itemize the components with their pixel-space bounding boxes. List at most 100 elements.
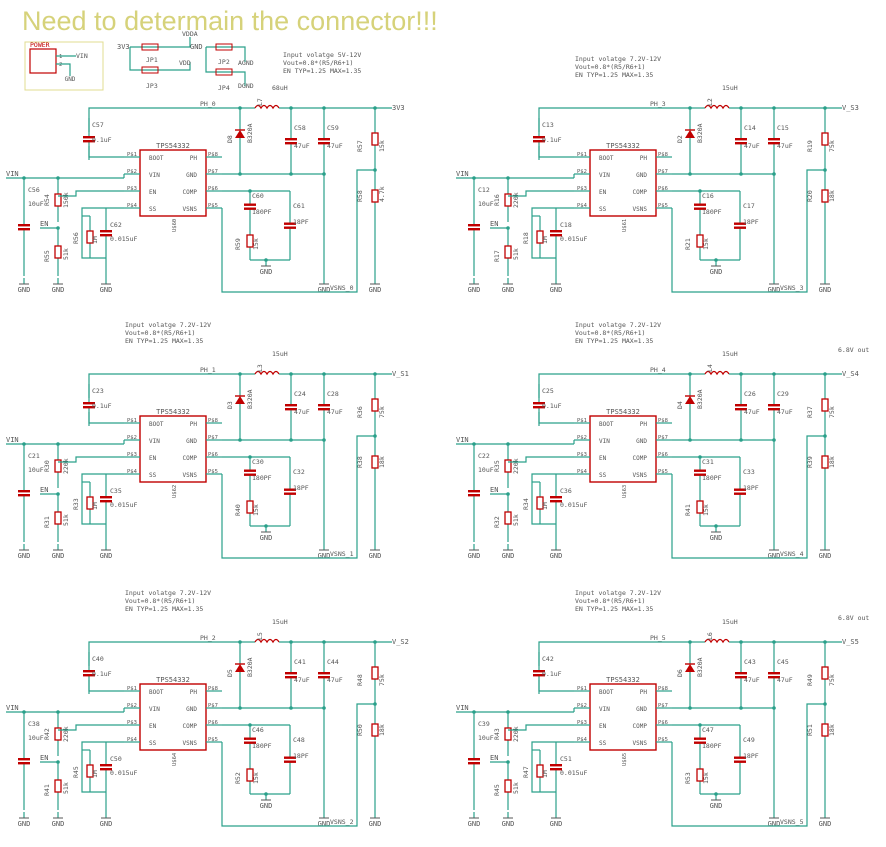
reg-0-out-cap-value: 47uF [327,142,343,150]
reg-3-ss-wire [531,473,574,525]
reg-0-comp-cap-ref: C60 [252,192,264,200]
reg-3-comp-cap-value: 180PF [702,474,722,482]
reg-5-ss-cap-plate [550,764,562,767]
reg-1-pin-num: P$2 [577,169,587,175]
power-pin-2: 2 [59,62,62,68]
reg-5-en-bot-body [504,779,512,793]
reg-1-boot-wire [538,107,690,132]
reg-1-inductor-value: 15uH [722,84,738,92]
reg-0-ss-res-ref: R56 [72,232,80,244]
reg-1-out-cap-plate [768,142,780,145]
reg-3-in-cap-plate [468,490,480,493]
reg-2-en-bot-body [54,511,62,525]
reg-4-boot-wire [88,641,240,666]
reg-1-ss-wire [531,207,574,259]
reg-2-ss-cap-plate [100,496,112,499]
reg-3-en-label: EN [490,486,498,494]
reg-5-ss-cap-ref: C51 [560,755,572,763]
reg-5-boot-wire [538,680,574,692]
junction-dot [238,706,242,710]
reg-2-ss-res-ref: R33 [72,498,80,510]
reg-5-pin-num: P$3 [577,720,587,726]
reg-0-out-cap-plate [285,142,297,145]
reg-0-en-bot-ref: R55 [43,250,51,262]
reg-5-phase-label: PH_5 [650,634,666,642]
reg-1-en-label: EN [490,220,498,228]
reg-1-comp-cap-plate [694,207,706,210]
gnd-label: GND [100,286,113,294]
reg-3-out-cap-plate [768,408,780,411]
reg-1-comp-res-body [696,234,704,248]
reg-4-fb-top-body [371,666,379,680]
reg-4-boot-wire [88,680,124,692]
reg-4-pin-num: P$4 [127,737,138,743]
reg-5-fb-top-body [821,666,829,680]
reg-0-pin-right: PH [190,155,198,162]
reg-5-boot-cap-plate [533,674,545,677]
reg-1-in-cap-plate [468,224,480,227]
reg-1-en-top-value: 220k [512,192,520,208]
reg-1-pin-num: P$5 [658,203,668,209]
reg-5-en-top-body [504,727,512,741]
reg-4-pin-left: BOOT [149,689,164,696]
reg-5-vsns-label: VSNS_5 [780,818,804,826]
reg-1-diode-ref: D2 [676,135,684,143]
reg-2-out-cap-value: 47uF [294,408,310,416]
reg-0-diode-ref: D8 [226,135,234,143]
reg-2-comp-hf-value: 18PF [293,484,309,492]
reg-2-vin-label: VIN [6,436,19,444]
reg-2-inductor-ref: L3 [256,364,264,372]
power-gnd-label: GND [65,76,76,83]
reg-3-out-cap-plate [735,408,747,411]
reg-4-pin-left: VIN [149,706,160,713]
reg-1-out-cap-plate [735,138,747,141]
reg-4-en-top-body [54,727,62,741]
reg-0-boot-wire [88,107,240,132]
reg-2-out-cap-value: 47uF [327,408,343,416]
reg-2-fb-top-body [371,398,379,412]
jumper-jp3-label: JP3 [146,82,158,90]
reg-4-diode-ref: D5 [226,669,234,677]
reg-2-vsns-label: VSNS_1 [330,550,354,558]
reg-1-comp-hf-cap-plate [734,222,746,225]
reg-5-diode-ref: D6 [676,669,684,677]
reg-4-comp-hf-value: 18PF [293,752,309,760]
reg-4-comp-cap-plate [244,737,256,740]
reg-3-ss-cap-plate [550,496,562,499]
reg-4-pin-num: P$1 [127,686,137,692]
reg-3-pin-num: P$8 [658,418,668,424]
reg-5-pin-num: P$4 [577,737,588,743]
reg-1-boot-wire [538,146,574,158]
reg-4-phase-label: PH_2 [200,634,216,642]
reg-5-en-label: EN [490,754,498,762]
reg-4-pin-right: GND [186,706,197,713]
reg-4-pin-num: P$7 [208,703,218,709]
reg-0-ss-cap-plate [100,230,112,233]
reg-0-comp-hf-value: 18PF [293,218,309,226]
reg-2-out-cap-plate [318,404,330,407]
reg-0-en-top-ref: R54 [43,194,51,206]
reg-3-inductor-ref: L4 [706,364,714,372]
reg-3-out-cap-plate [735,404,747,407]
reg-0-out-cap-plate [285,138,297,141]
reg-1-out-cap-plate [768,138,780,141]
reg-0-comp-hf-ref: C61 [293,202,305,210]
reg-4-diode [235,664,245,672]
reg-3-phase-label: PH_4 [650,366,666,374]
reg-4-out-cap-value: 47uF [294,676,310,684]
reg-2-inductor-value: 15uH [272,350,288,358]
reg-1-boot-cap-value: 0.1uF [542,136,562,144]
reg-0-vsns-label: VSNS_0 [330,284,354,292]
reg-1-vin-label: VIN [456,170,469,178]
reg-3-out-cap-ref: C26 [744,390,756,398]
reg-0-pin-left: VIN [149,172,160,179]
reg-4-comp-cap-value: 180PF [252,742,272,750]
reg-0-ss-cap-value: 0.015uF [110,235,137,243]
gnd-label: GND [260,802,273,810]
reg-0-ss-cap-ref: C62 [110,221,122,229]
reg-4-vsns-label: VSNS_2 [330,818,354,826]
reg-3-pin-left: BOOT [599,421,614,428]
reg-1-out-cap-ref: C15 [777,124,789,132]
dgnd-label: DGND [238,82,254,90]
reg-0-in-cap-plate [18,224,30,227]
